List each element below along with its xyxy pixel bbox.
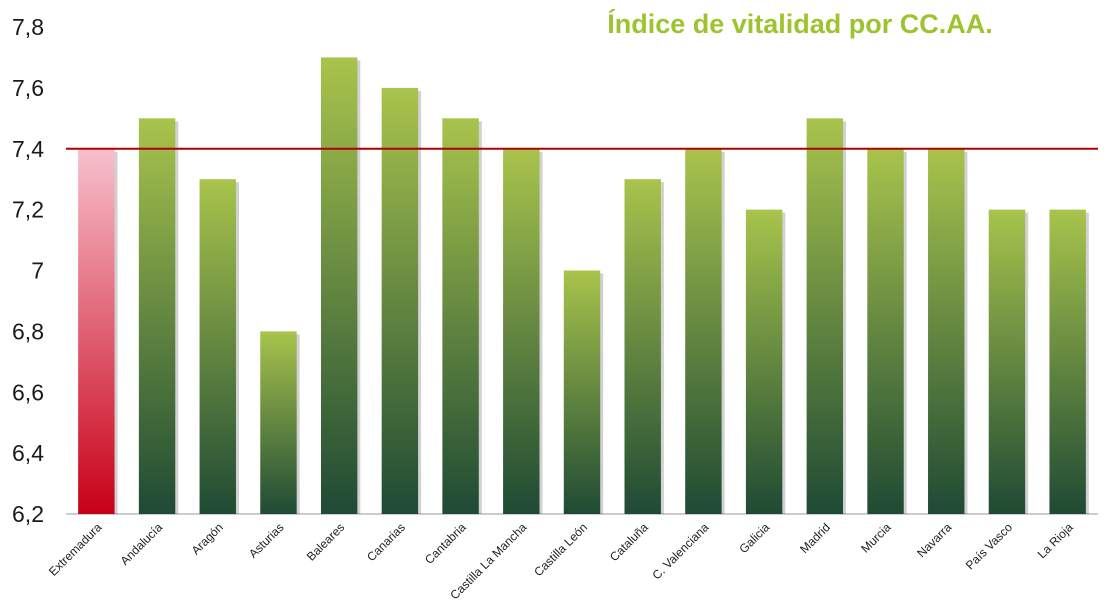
- y-tick-label: 6,2: [12, 501, 44, 527]
- y-tick-label: 6,8: [12, 318, 44, 344]
- x-tick-label: Murcia: [858, 520, 894, 556]
- bar: [685, 148, 722, 514]
- x-tick-label: Navarra: [914, 520, 954, 560]
- x-tick-label: País Vasco: [963, 520, 1015, 572]
- bar: [1049, 209, 1086, 514]
- bar: [988, 209, 1026, 514]
- x-tick-label: Canarias: [364, 520, 408, 564]
- x-axis-ticks: Extremadura Andalucía Aragón Asturias Balear…: [46, 520, 1076, 602]
- x-tick-label: Aragón: [189, 520, 226, 557]
- bar: [928, 148, 965, 514]
- x-tick-label: Andalucía: [118, 520, 166, 568]
- x-tick-label: Cataluña: [607, 520, 651, 564]
- x-tick-label: Extremadura: [46, 520, 105, 579]
- bar: [260, 331, 297, 514]
- bar: [442, 118, 479, 514]
- x-tick-label: Baleares: [304, 520, 347, 563]
- y-tick-label: 7,8: [12, 14, 44, 40]
- y-axis-ticks: 6,2 6,4 6,6 6,8 7 7,2 7,4 7,6 7,8: [12, 14, 44, 527]
- bar: [806, 118, 844, 514]
- y-tick-label: 7,2: [12, 197, 44, 223]
- bar: [381, 87, 419, 514]
- y-tick-label: 6,6: [12, 379, 44, 405]
- x-tick-label: Madrid: [797, 520, 833, 556]
- bars-group: [78, 57, 1089, 514]
- bar: [78, 148, 115, 514]
- x-tick-label: La Rioja: [1035, 520, 1076, 561]
- x-tick-label: C. Valenciana: [649, 520, 711, 582]
- x-tick-label: Galicia: [736, 520, 772, 556]
- bar: [138, 118, 176, 514]
- chart-title: Índice de vitalidad por CC.AA.: [607, 8, 993, 39]
- bar: [503, 148, 540, 514]
- bar: [624, 179, 661, 514]
- x-tick-label: Castilla León: [531, 520, 590, 579]
- x-tick-label: Asturias: [246, 520, 287, 561]
- y-tick-label: 7,6: [12, 75, 44, 101]
- bar: [199, 179, 236, 514]
- y-tick-label: 7: [31, 258, 44, 284]
- bar: [745, 209, 783, 514]
- bar: [867, 148, 904, 514]
- y-tick-label: 7,4: [12, 136, 44, 162]
- bar: [320, 57, 358, 514]
- y-tick-label: 6,4: [12, 440, 44, 466]
- x-tick-label: Cantabria: [422, 520, 469, 567]
- bar: [563, 270, 601, 514]
